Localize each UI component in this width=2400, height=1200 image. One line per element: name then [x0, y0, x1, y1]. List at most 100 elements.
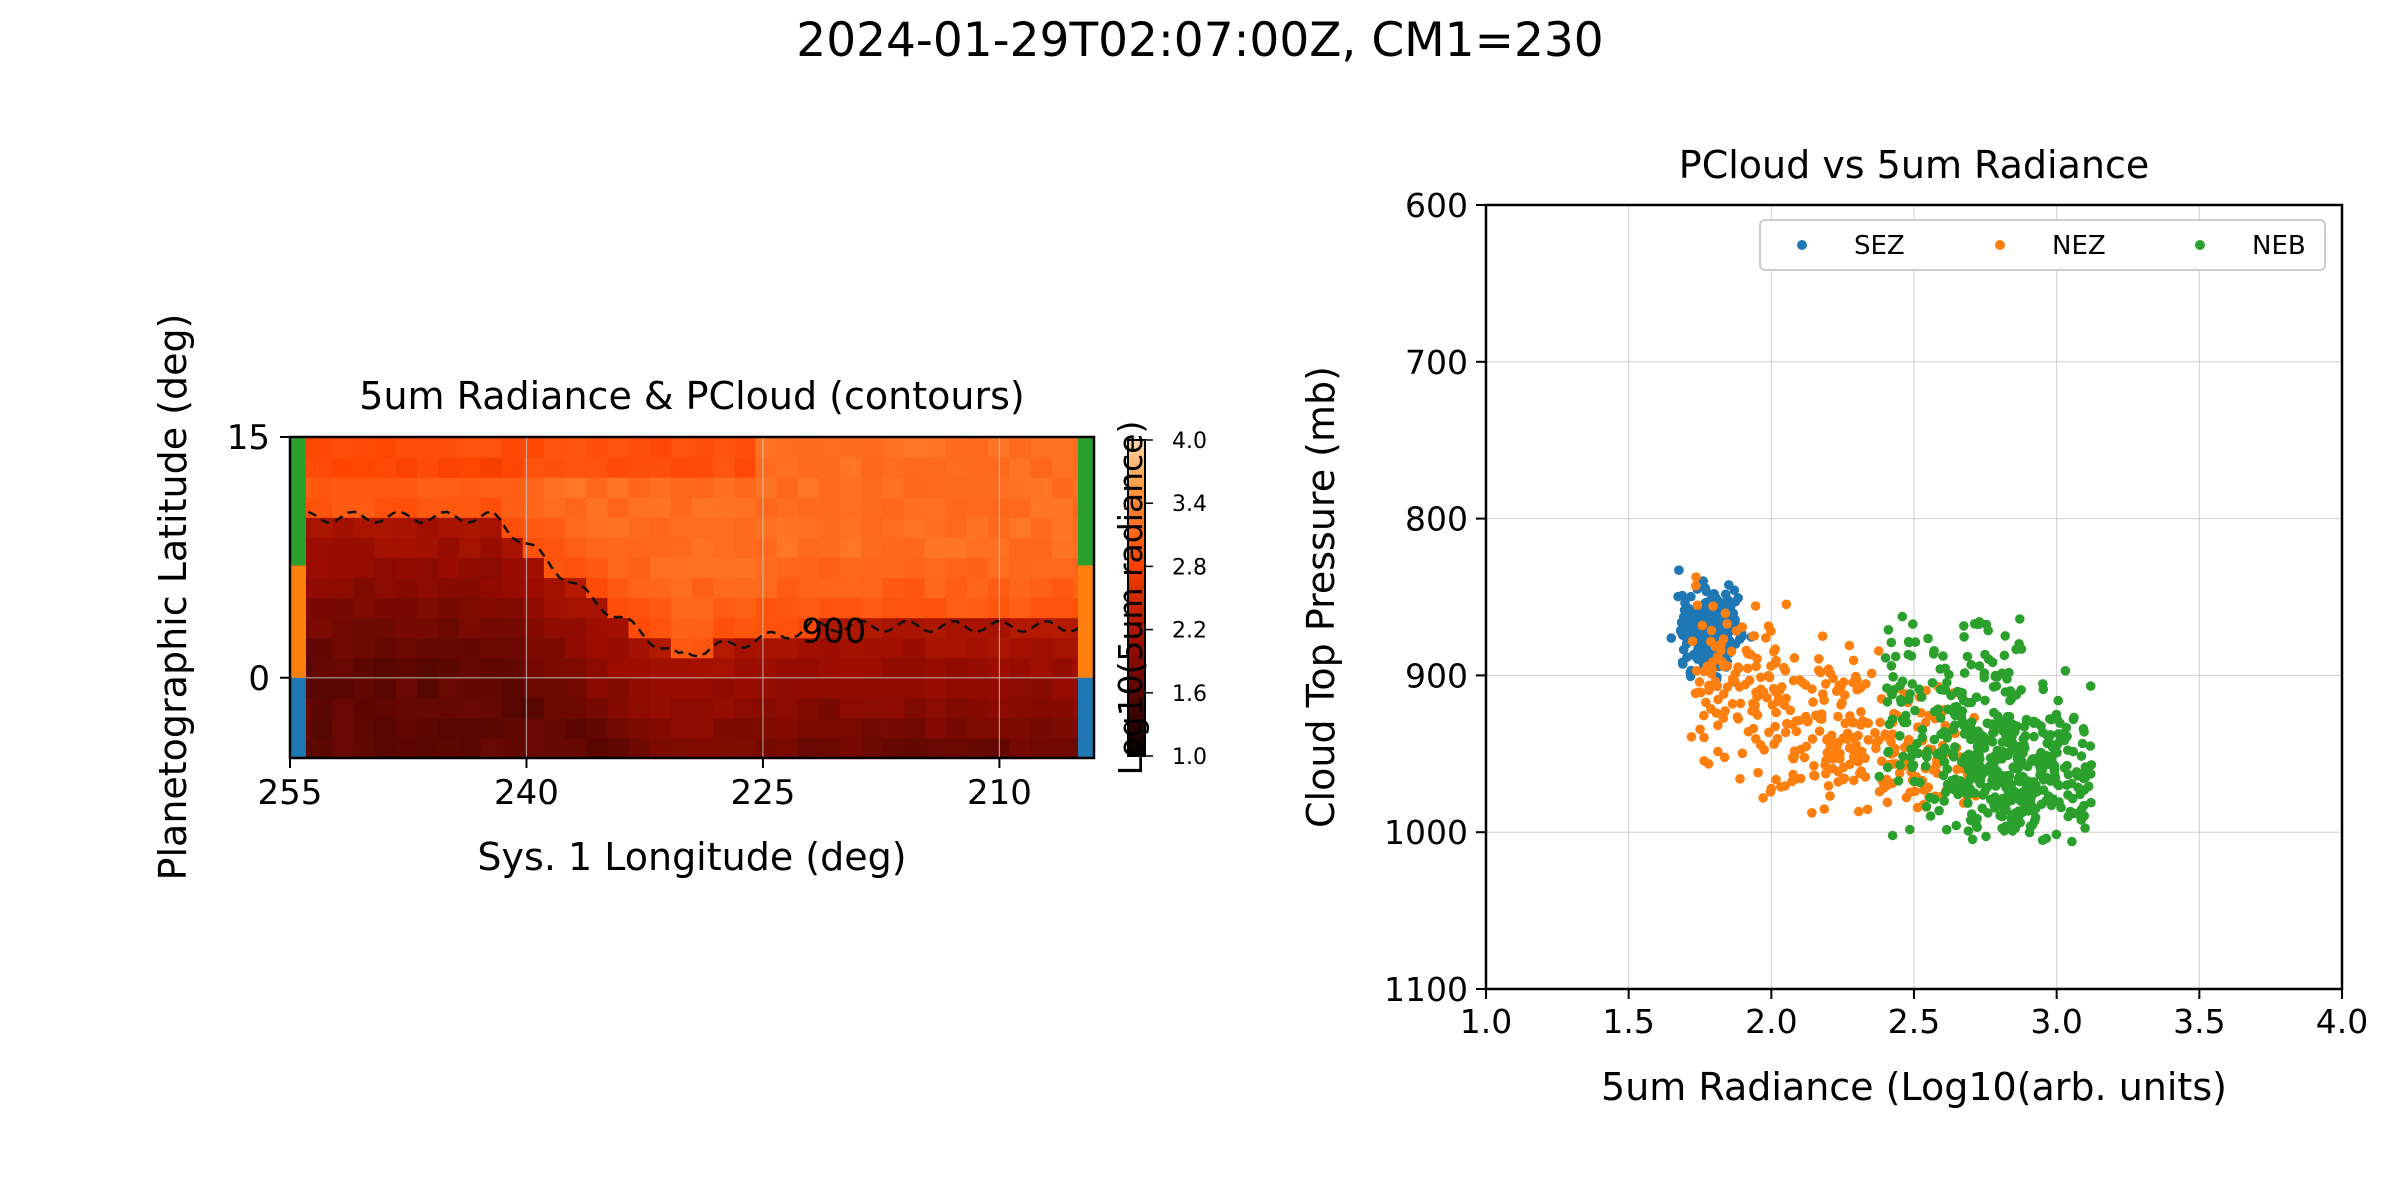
heatmap-cell — [649, 457, 672, 478]
heatmap-cell — [670, 697, 693, 719]
scatter-point-nez — [1856, 746, 1867, 757]
scatter-point-neb — [1963, 826, 1974, 836]
heatmap-cell — [628, 557, 651, 579]
scatter-ylabel: Cloud Top Pressure (mb) — [1299, 366, 1343, 828]
scatter-point-neb — [1963, 798, 1973, 808]
heatmap-cell — [1030, 537, 1053, 558]
scatter-point-neb — [1946, 778, 1956, 788]
heatmap-cell — [797, 537, 820, 558]
heatmap-cell — [332, 617, 355, 639]
scatter-point-neb — [2009, 742, 2020, 753]
scatter-point-neb — [1970, 727, 1980, 738]
heatmap-cell — [713, 457, 735, 478]
heatmap-cell — [734, 597, 757, 619]
scatter-point-neb — [1979, 668, 1990, 678]
scatter-point-neb — [1990, 670, 2001, 681]
heatmap-cell — [945, 617, 968, 639]
heatmap-cell — [501, 437, 524, 458]
heatmap-frame — [288, 435, 1096, 760]
scatter-point-nez — [1699, 666, 1710, 677]
heatmap-cell — [416, 597, 439, 619]
scatter-point-neb — [1920, 761, 1931, 771]
heatmap-cell — [438, 657, 460, 679]
scatter-point-neb — [2011, 644, 2021, 655]
scatter-point-nez — [1807, 808, 1817, 818]
scatter-point-neb — [1938, 770, 1949, 781]
scatter-point-neb — [1910, 705, 1920, 716]
heatmap-ylabel: Planetographic Latitude (deg) — [151, 314, 195, 881]
heatmap-cell — [818, 717, 841, 739]
heatmap-cell — [565, 597, 587, 619]
heatmap-cell — [967, 657, 989, 679]
legend-marker — [1995, 240, 2005, 250]
scatter-point-neb — [1989, 751, 2000, 761]
scatter-point-sez — [1733, 593, 1743, 603]
scatter-point-neb — [1928, 649, 1939, 659]
heatmap-cell — [353, 717, 376, 739]
heatmap-cell — [903, 557, 926, 579]
heatmap-cell — [840, 557, 862, 579]
scatter-point-neb — [2021, 782, 2032, 792]
heatmap-cell — [311, 737, 333, 759]
heatmap-cell — [967, 537, 989, 558]
heatmap-cell — [818, 437, 841, 458]
heatmap-cell — [967, 717, 989, 739]
heatmap-cell — [459, 677, 482, 699]
heatmap-cell — [882, 737, 905, 759]
heatmap-cell — [353, 537, 376, 558]
heatmap-cell — [670, 637, 693, 659]
scatter-point-neb — [1981, 831, 1991, 842]
heatmap-cell — [501, 597, 524, 619]
heatmap-cell — [945, 517, 968, 538]
heatmap-cell — [480, 677, 503, 699]
scatter-point-neb — [1939, 757, 1950, 767]
heatmap-cell — [734, 457, 757, 478]
heatmap-cell — [628, 637, 651, 659]
scatter-point-nez — [1771, 774, 1781, 785]
heatmap-cell — [586, 657, 608, 679]
scatter-point-neb — [2041, 772, 2052, 783]
scatter-point-neb — [1973, 619, 1984, 630]
heatmap-cell — [903, 617, 926, 639]
scatter-point-nez — [1849, 717, 1859, 728]
heatmap-cell — [840, 517, 862, 538]
scatter-point-neb — [1913, 748, 1923, 759]
heatmap-cell — [416, 497, 439, 518]
scatter-point-nez — [1840, 690, 1850, 700]
heatmap-cell — [967, 497, 989, 518]
heatmap-cell — [861, 617, 884, 639]
scatter-xticks: 1.0 1.5 2.0 2.5 3.0 3.5 4.0 — [1460, 989, 2368, 1041]
heatmap-cell — [586, 677, 608, 699]
heatmap-cell — [416, 657, 439, 679]
heatmap-cell — [311, 657, 333, 679]
scatter-point-nez — [1726, 646, 1737, 657]
heatmap-cell — [861, 537, 884, 558]
scatter-point-neb — [1906, 744, 1916, 755]
scatter-point-nez — [1928, 765, 1938, 775]
scatter-point-neb — [2001, 730, 2011, 740]
heatmap-cell — [586, 457, 608, 478]
scatter-point-nez — [1728, 673, 1738, 684]
heatmap-cell — [480, 517, 503, 538]
heatmap-xtick-label: 240 — [494, 773, 559, 813]
scatter-point-neb — [1939, 796, 1949, 806]
heatmap-cell — [459, 617, 482, 639]
heatmap-cell — [797, 677, 820, 699]
heatmap-cell — [882, 697, 905, 719]
heatmap-cell — [649, 677, 672, 699]
heatmap-cell — [882, 617, 905, 639]
heatmap-cell — [755, 477, 778, 498]
scatter-point-nez — [1851, 740, 1861, 750]
scatter-point-neb — [2068, 714, 2079, 725]
heatmap-cell — [967, 557, 989, 579]
scatter-point-neb — [1925, 811, 1936, 821]
heatmap-cell — [924, 697, 947, 719]
heatmap-cell — [861, 677, 884, 699]
heatmap-cell — [522, 677, 545, 699]
heatmap-cell — [565, 497, 587, 518]
scatter-ytick-label: 600 — [1405, 186, 1468, 225]
scatter-point-nez — [1761, 633, 1771, 643]
scatter-point-nez — [1758, 793, 1768, 803]
heatmap-cell — [692, 437, 714, 458]
colorbar-tick-label: 2.8 — [1172, 555, 1207, 580]
